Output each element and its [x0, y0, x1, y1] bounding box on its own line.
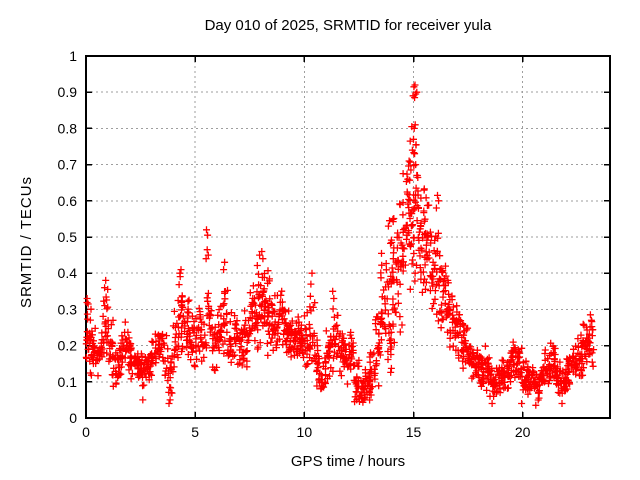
x-tick-label: 10	[297, 424, 313, 440]
scatter-layer	[82, 81, 598, 409]
y-tick-label: 0.4	[58, 265, 78, 281]
plot-border	[85, 55, 611, 419]
y-tick-labels: 0 0.1 0.2 0.3 0.4 0.5 0.6 0.7 0.8 0.9 1	[58, 48, 78, 426]
scatter-points	[82, 81, 598, 409]
y-axis-label: SRMTID / TECUs	[18, 176, 35, 308]
y-tick-label: 0.6	[58, 193, 78, 209]
chart-title: Day 010 of 2025, SRMTID for receiver yul…	[205, 17, 492, 34]
y-tick-label: 0.8	[58, 120, 78, 136]
y-tick-label: 0.7	[58, 157, 78, 173]
y-tick-label: 0.5	[58, 229, 78, 245]
x-tick-label: 5	[191, 424, 199, 440]
y-tick-label: 1	[69, 48, 77, 64]
x-tick-labels: 0 5 10 15 20	[82, 424, 531, 440]
x-tick-label: 15	[406, 424, 422, 440]
y-tick-label: 0.2	[58, 338, 78, 354]
y-tick-label: 0.1	[58, 374, 78, 390]
x-tick-label: 20	[515, 424, 531, 440]
y-tick-label: 0.9	[58, 84, 78, 100]
x-axis-label: GPS time / hours	[291, 453, 405, 470]
y-tick-label: 0	[69, 410, 77, 426]
y-tick-label: 0.3	[58, 301, 78, 317]
x-tick-label: 0	[82, 424, 90, 440]
